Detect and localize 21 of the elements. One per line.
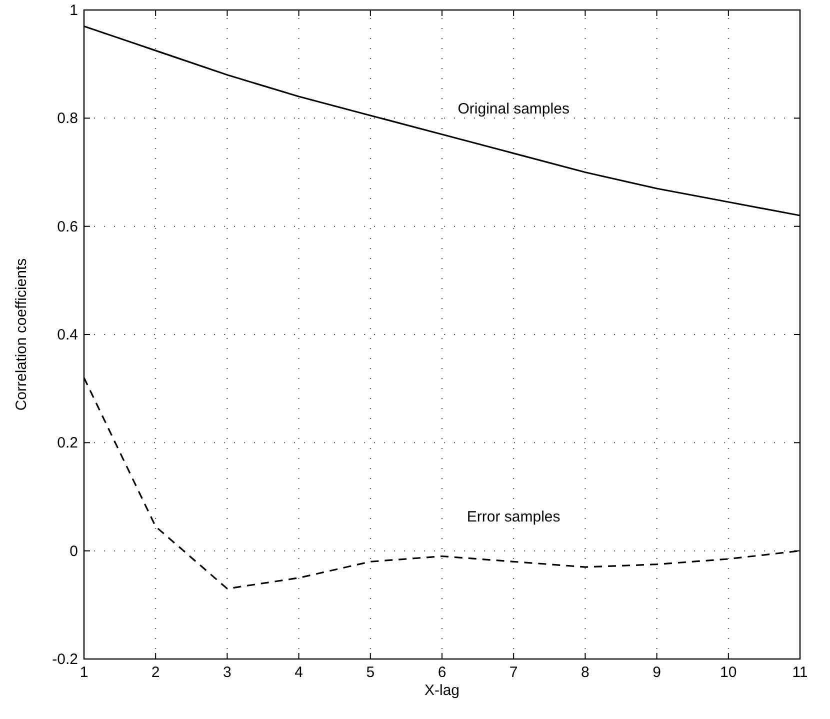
x-tick-label: 9	[652, 664, 661, 681]
y-tick-label: 0	[70, 542, 78, 560]
series-label: Original samples	[458, 100, 570, 118]
x-tick-label: 3	[223, 664, 232, 681]
y-tick-label: 0.6	[57, 218, 78, 236]
y-tick-label: 1	[70, 2, 78, 19]
y-tick-label: 0.8	[57, 110, 78, 128]
x-tick-label: 10	[720, 664, 737, 681]
x-tick-label: 7	[509, 664, 518, 681]
y-axis-title: Correlation coefficients	[13, 258, 30, 411]
y-tick-label: -0.2	[52, 651, 78, 668]
x-axis-title: X-lag	[424, 682, 460, 699]
x-tick-label: 2	[151, 664, 160, 681]
y-tick-label: 0.4	[57, 326, 78, 344]
y-tick-label: 0.2	[57, 434, 78, 452]
x-tick-label: 4	[294, 664, 303, 681]
x-tick-label: 11	[792, 664, 808, 681]
x-tick-label: 5	[366, 664, 375, 681]
x-tick-label: 6	[438, 664, 446, 681]
text: Error samples	[466, 508, 560, 526]
x-tick-label: 8	[581, 664, 590, 681]
